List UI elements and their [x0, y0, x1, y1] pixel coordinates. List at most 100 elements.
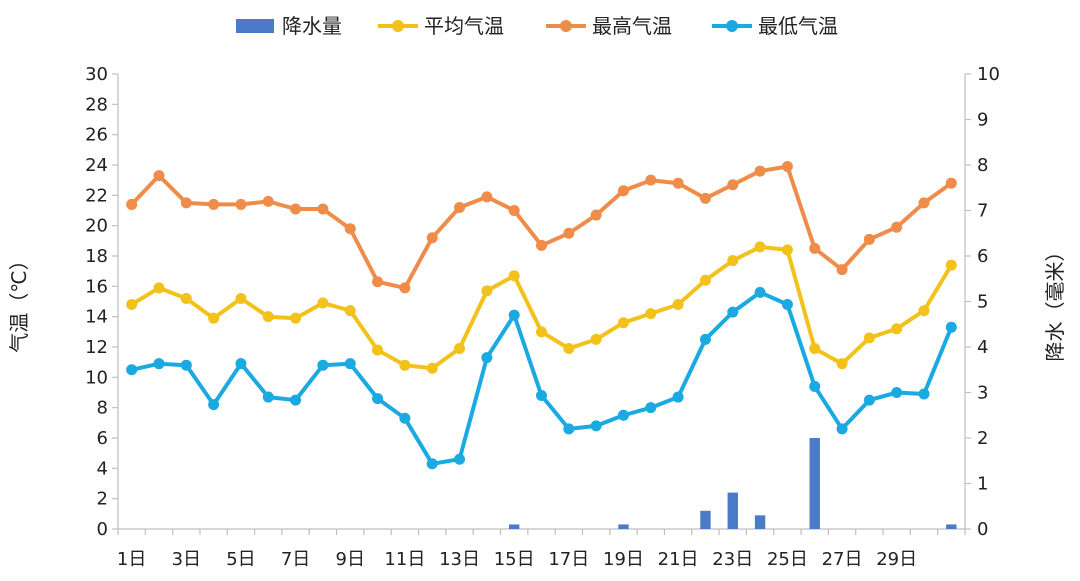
legend: 降水量 平均气温 最高气温 最低气温 [236, 14, 838, 38]
y-right-tick-label: 1 [977, 474, 988, 495]
y-left-tick-label: 8 [97, 398, 108, 419]
legend-item: 最高气温 [546, 14, 672, 38]
data-point [891, 387, 903, 398]
series-line [130, 244, 954, 371]
data-point [372, 276, 384, 288]
data-point [945, 259, 957, 271]
data-point [508, 309, 520, 321]
data-point [918, 388, 930, 400]
precipitation-bar [727, 492, 738, 529]
legend-swatch-marker [392, 20, 404, 32]
data-point [262, 391, 274, 403]
precipitation-bar [700, 510, 711, 529]
y-right-tick-label: 10 [977, 64, 1000, 85]
data-point [208, 399, 220, 411]
data-point [781, 244, 793, 256]
y-right-tick-label: 4 [977, 337, 988, 358]
x-tick-label: 3日 [172, 549, 201, 570]
y-left-tick-label: 4 [97, 458, 108, 479]
data-point [208, 312, 220, 324]
y-left-tick-label: 2 [97, 489, 108, 510]
y-right-tick-label: 3 [977, 383, 988, 404]
series-2 [126, 161, 957, 294]
data-point [372, 393, 384, 405]
y-left-tick-label: 30 [85, 64, 108, 85]
data-point [262, 195, 274, 207]
data-point [781, 299, 793, 311]
data-point [645, 402, 657, 414]
data-point [399, 412, 411, 424]
data-point [836, 358, 848, 370]
y-left-tick-label: 22 [85, 185, 108, 206]
legend-label: 平均气温 [424, 14, 504, 38]
data-point [891, 221, 903, 233]
data-point [481, 285, 493, 297]
data-point [590, 209, 602, 221]
data-point [126, 299, 138, 311]
data-point [454, 453, 466, 465]
data-point [317, 359, 329, 371]
x-tick-label: 9日 [336, 549, 365, 570]
data-point [536, 326, 547, 338]
data-point [809, 380, 821, 392]
data-point [945, 321, 957, 333]
y-left-tick-label: 20 [85, 216, 108, 237]
legend-item: 最低气温 [712, 14, 838, 38]
legend-item: 平均气温 [378, 14, 504, 38]
y-right-tick-label: 5 [977, 292, 988, 313]
x-tick-label: 25日 [767, 549, 808, 570]
y-left-tick-label: 24 [85, 155, 108, 176]
data-point [672, 177, 684, 189]
data-point [426, 362, 438, 374]
data-point [672, 391, 684, 403]
temperature-lines [126, 161, 957, 470]
data-point [317, 297, 329, 309]
data-point [918, 197, 930, 209]
y-left-tick-label: 14 [85, 307, 108, 328]
x-tick-label: 5日 [226, 549, 255, 570]
data-point [590, 420, 602, 432]
data-point [863, 332, 875, 344]
data-point [372, 344, 384, 356]
x-tick-label: 19日 [603, 549, 644, 570]
data-point [180, 292, 192, 304]
data-point [891, 323, 903, 335]
y-axis-left-title: 气温（℃） [7, 250, 31, 352]
data-point [645, 308, 657, 320]
data-point [836, 423, 848, 435]
data-point [617, 185, 629, 197]
series-3 [126, 286, 957, 470]
data-point [754, 165, 766, 177]
y-right-tick-label: 0 [977, 519, 988, 540]
data-point [536, 239, 547, 251]
data-point [426, 458, 438, 470]
data-point [399, 359, 411, 371]
data-point [945, 177, 957, 189]
series-line [131, 290, 954, 466]
data-point [699, 192, 711, 204]
x-tick-label: 1日 [117, 549, 146, 570]
precipitation-bar [618, 524, 629, 529]
data-point [317, 203, 329, 215]
y-axis-right-title: 降水（毫米） [1043, 242, 1067, 362]
data-point [754, 241, 766, 253]
data-point [727, 306, 739, 318]
data-point [809, 343, 821, 355]
data-point [727, 179, 739, 191]
y-left-tick-label: 6 [97, 428, 108, 449]
data-point [290, 394, 302, 406]
data-point [536, 390, 547, 402]
x-tick-label: 11日 [384, 549, 425, 570]
y-left-tick-label: 18 [85, 246, 108, 267]
legend-item: 降水量 [236, 14, 342, 38]
data-point [344, 305, 356, 317]
data-point [617, 317, 629, 329]
x-tick-label: 21日 [658, 549, 699, 570]
x-tick-label: 13日 [439, 549, 480, 570]
data-point [809, 242, 821, 254]
data-point [918, 305, 930, 317]
data-point [235, 198, 247, 210]
y-right-tick-label: 7 [977, 201, 988, 222]
